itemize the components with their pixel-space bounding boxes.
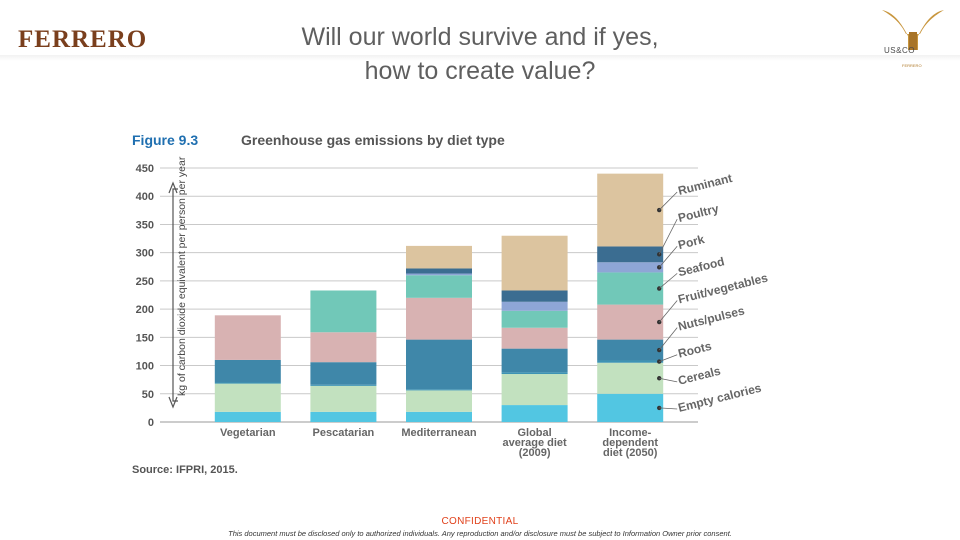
bar-segment-2-0 (406, 411, 472, 422)
bar-segment-3-6 (501, 301, 568, 311)
annotation-label-8: Empty calories (677, 381, 764, 415)
series-annotations: RuminantPoultryPorkSeafoodFruit/vegetabl… (657, 171, 770, 415)
category-label-3-2: (2009) (519, 447, 551, 459)
annotation-leader-8 (659, 407, 678, 410)
y-tick-label: 400 (136, 191, 154, 203)
y-axis-bracket-arrow-bottom (168, 396, 178, 409)
figure-label: Figure 9.3 (132, 132, 198, 148)
bar-segment-2-1 (406, 390, 472, 412)
slide-title-line-1: Will our world survive and if yes, (301, 23, 659, 51)
bar-segment-1-5 (310, 290, 377, 333)
bar-segment-4-4 (597, 304, 664, 340)
logo-right-sub: FERRERO (902, 63, 922, 68)
bar-segment-3-8 (501, 235, 568, 291)
bar-segment-4-6 (597, 262, 664, 273)
annotation-leader-6 (659, 354, 678, 362)
bar-segment-1-2 (310, 384, 377, 386)
category-labels: Vegetarian Pescatarian Mediterranean Global… (220, 427, 658, 459)
bar-segment-2-6 (406, 273, 472, 276)
confidential-label: CONFIDENTIAL (441, 516, 519, 527)
bar-segment-4-7 (597, 246, 664, 263)
category-label-4-2: diet (2050) (603, 447, 658, 459)
chart-source: Source: IFPRI, 2015. (132, 464, 238, 476)
annotation-leader-2 (658, 245, 678, 268)
bar-segment-3-7 (501, 290, 568, 302)
bar-segment-2-5 (406, 275, 472, 298)
annotation-label-5: Nuts/pulses (677, 303, 747, 333)
bar-segment-4-3 (597, 339, 664, 361)
bar-segment-1-3 (310, 362, 377, 385)
bar-segment-0-4 (214, 315, 281, 360)
bar-segment-2-4 (406, 297, 472, 340)
bar-segment-1-1 (310, 385, 377, 412)
bar-segment-2-7 (406, 268, 472, 274)
category-label-2-0: Mediterranean (401, 427, 476, 439)
category-label-1-0: Pescatarian (313, 427, 375, 439)
category-label-3-0: Global (517, 427, 551, 439)
logo-right-text: US&CO (884, 46, 915, 55)
y-tick-label: 450 (136, 163, 154, 175)
chart-title: Greenhouse gas emissions by diet type (241, 132, 505, 148)
annotation-label-2: Pork (677, 232, 707, 252)
bar-segment-0-1 (214, 383, 281, 412)
category-label-0-0: Vegetarian (220, 427, 276, 439)
emissions-chart: Figure 9.3 Greenhouse gas emissions by d… (128, 125, 848, 485)
bar-segment-3-5 (501, 310, 568, 328)
y-axis-label-group: kg of carbon dioxide equivalent per pers… (168, 156, 188, 409)
annotation-label-0: Ruminant (677, 171, 734, 198)
y-tick-label: 350 (136, 219, 154, 231)
bar-segment-0-3 (214, 359, 281, 383)
bar-segment-3-3 (501, 348, 568, 373)
annotation-label-3: Seafood (677, 254, 726, 279)
bar-segment-4-1 (597, 362, 664, 394)
ferrero-logo: FERRERO (18, 26, 148, 53)
y-tick-label: 150 (136, 332, 154, 344)
bar-segment-2-3 (406, 339, 472, 390)
bar-segment-4-8 (597, 173, 664, 247)
bar-segment-2-8 (406, 245, 472, 269)
annotation-leader-7 (659, 377, 678, 383)
y-tick-label: 50 (142, 389, 154, 401)
annotation-label-6: Roots (677, 339, 714, 361)
annotation-label-1: Poultry (677, 201, 721, 225)
y-tick-label: 250 (136, 276, 154, 288)
title-divider (0, 55, 960, 61)
y-tick-labels: 0 50 100 150 200 250 300 350 400 450 (136, 163, 154, 429)
annotation-leader-1 (658, 218, 678, 255)
bar-segment-4-2 (597, 360, 664, 363)
annotation-leader-3 (658, 273, 678, 289)
y-axis-label: kg of carbon dioxide equivalent per pers… (176, 156, 188, 396)
bar-segment-4-0 (597, 393, 664, 422)
bar-segment-1-0 (310, 411, 377, 422)
annotation-leader-5 (658, 327, 678, 351)
bar-segment-0-0 (214, 411, 281, 422)
bar-segment-4-5 (597, 272, 664, 305)
y-tick-label: 300 (136, 248, 154, 260)
category-label-4-1: dependent (602, 437, 658, 449)
company-logo: US&CO FERRERO (878, 6, 948, 68)
bars-layer (214, 173, 664, 422)
annotation-label-7: Cereals (677, 364, 723, 388)
bar-segment-3-1 (501, 374, 568, 406)
y-tick-label: 0 (148, 417, 154, 429)
bar-segment-3-0 (501, 405, 568, 422)
bar-segment-1-4 (310, 332, 377, 363)
bar-segment-3-2 (501, 372, 568, 375)
annotation-dot-8 (657, 405, 662, 411)
y-tick-label: 100 (136, 361, 154, 373)
bar-segment-0-2 (214, 382, 281, 384)
category-label-4-0: Income- (609, 427, 652, 439)
chart-svg: Figure 9.3 Greenhouse gas emissions by d… (132, 132, 770, 476)
y-axis-bracket-arrow-top (168, 181, 178, 194)
annotation-leader-4 (658, 300, 678, 323)
annotation-leader-0 (658, 191, 678, 211)
bar-segment-2-2 (406, 389, 472, 391)
goblet-logo-icon (882, 10, 944, 50)
bar-segment-3-4 (501, 327, 568, 349)
slide-title-line-2: how to create value? (364, 57, 596, 85)
slide-title: Will our world survive and if yes, how t… (230, 20, 730, 88)
y-tick-label: 200 (136, 304, 154, 316)
confidential-notice: This document must be disclosed only to … (228, 529, 732, 538)
category-label-3-1: average diet (502, 437, 567, 449)
